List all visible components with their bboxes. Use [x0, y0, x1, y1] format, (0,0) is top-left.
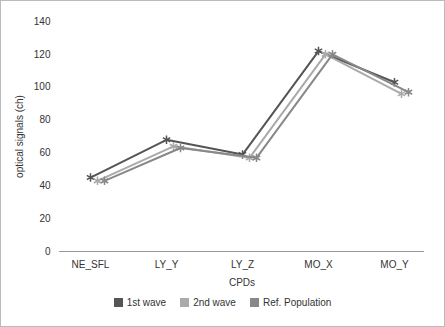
- html-text:2nd wave: 2nd wave: [193, 297, 236, 308]
- svg-text:MO_X: MO_X: [304, 259, 333, 270]
- svg-text:LY_Z: LY_Z: [231, 259, 254, 270]
- svg-text:60: 60: [39, 147, 51, 158]
- svg-text:CPDs: CPDs: [229, 277, 255, 288]
- svg-text:140: 140: [34, 16, 51, 27]
- svg-text:100: 100: [34, 81, 51, 92]
- html-text:Ref. Population: Ref. Population: [262, 297, 332, 308]
- svg-text:LY_Y: LY_Y: [155, 259, 179, 270]
- svg-text:20: 20: [39, 213, 51, 224]
- svg-text:NE_SFL: NE_SFL: [72, 259, 110, 270]
- svg-text:80: 80: [39, 114, 51, 125]
- html-text:1st wave: 1st wave: [126, 297, 167, 308]
- svg-text:MO_Y: MO_Y: [380, 259, 409, 270]
- svg-text:0: 0: [45, 246, 51, 257]
- svg-text:120: 120: [34, 49, 51, 60]
- svg-text:40: 40: [39, 180, 51, 191]
- svg-text:optical signals (ch): optical signals (ch): [14, 95, 25, 178]
